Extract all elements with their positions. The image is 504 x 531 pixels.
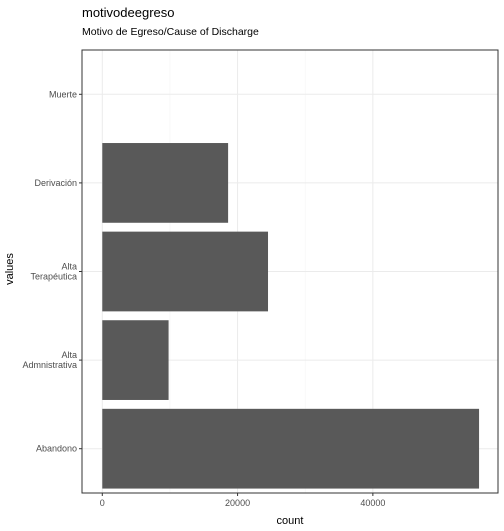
bar: [102, 143, 229, 223]
bar-layer: [102, 143, 480, 489]
bar: [102, 231, 269, 312]
bar: [102, 408, 480, 489]
x-axis-title: count: [277, 515, 304, 527]
y-tick-label: Alta Terapéutica: [30, 262, 77, 282]
y-tick-label: Muerte: [49, 89, 77, 99]
y-tick-label: Derivación: [34, 178, 77, 188]
y-tick-label: Abandono: [36, 444, 77, 454]
chart-subtitle: Motivo de Egreso/Cause of Discharge: [82, 26, 259, 38]
chart-title: motivodeegreso: [82, 5, 175, 20]
x-tick-label: 0: [100, 498, 105, 508]
axis-layer: 0 20000 40000 Muerte Derivación Alta Terapéuti…: [22, 89, 385, 508]
x-tick-label: 20000: [225, 498, 250, 508]
x-tick-label: 40000: [360, 498, 385, 508]
y-axis-title: values: [4, 253, 16, 285]
bar: [102, 320, 169, 400]
y-tick-label: Alta Admnistrativa: [22, 350, 77, 370]
